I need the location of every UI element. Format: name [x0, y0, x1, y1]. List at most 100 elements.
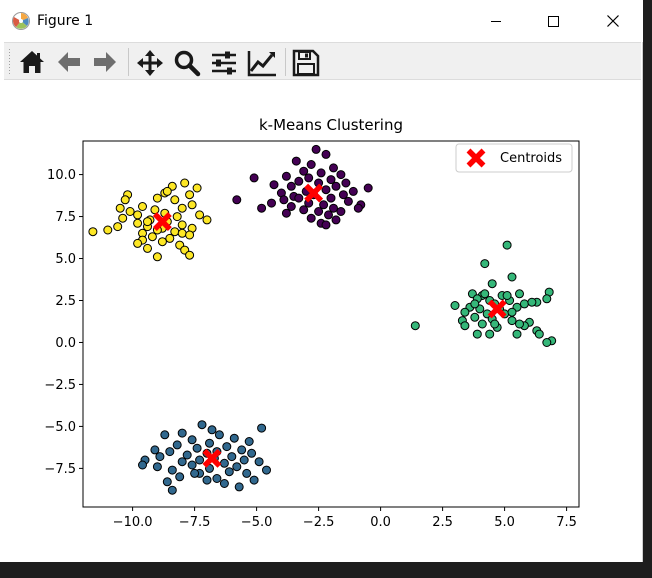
scatter-point [175, 472, 185, 482]
scatter-point [143, 217, 152, 227]
scatter-point [165, 447, 175, 457]
close-icon [607, 15, 619, 27]
scatter-point [485, 329, 495, 339]
scatter-plot[interactable]: k-Means Clustering −10.0 −7.5 −5.0 −2.5 0.0 2… [4, 80, 641, 560]
scatter-point [177, 457, 187, 467]
scatter-point [167, 465, 177, 475]
scatter-point [244, 437, 254, 446]
forward-arrow-icon [94, 52, 116, 72]
scatter-point [512, 329, 522, 339]
centroid-marker [304, 183, 324, 203]
title-bar: Figure 1 [0, 0, 643, 42]
scatter-point [329, 163, 338, 173]
scatter-point [343, 196, 353, 206]
axis-ticks: −10.0 −7.5 −5.0 −2.5 0.0 2.5 5.0 7.5 −7.5 −5.0 −2.… [44, 168, 577, 530]
scatter-point [133, 218, 143, 228]
edit-axis-button[interactable] [244, 46, 278, 78]
scatter-point [239, 455, 249, 465]
scatter-point [170, 195, 180, 205]
y-tick-label: −5.0 [44, 420, 76, 435]
scatter-point [477, 319, 487, 329]
scatter-point [321, 220, 331, 230]
scatter-point [460, 307, 470, 317]
scatter-point [152, 252, 162, 262]
scatter-point [232, 195, 242, 205]
legend-label-centroids: Centroids [500, 151, 562, 166]
scatter-point [281, 208, 291, 218]
figure-canvas[interactable]: k-Means Clustering −10.0 −7.5 −5.0 −2.5 0.0 2… [4, 80, 641, 560]
scatter-point [460, 321, 470, 331]
home-icon [20, 51, 44, 73]
scatter-point [527, 297, 537, 307]
scatter-point [172, 440, 182, 450]
toolbar-separator [285, 48, 286, 76]
scatter-point [197, 420, 207, 430]
pan-button[interactable] [133, 46, 167, 78]
matplotlib-icon [12, 12, 30, 30]
scatter-point [410, 321, 420, 331]
scatter-point [152, 193, 162, 203]
x-tick-label: 2.5 [432, 515, 453, 530]
scatter-point [319, 200, 329, 210]
x-tick-label: −5.0 [241, 515, 273, 530]
y-tick-label: 5.0 [55, 252, 76, 267]
axes-frame [82, 140, 580, 508]
save-button[interactable] [289, 46, 323, 78]
configure-subplots-button[interactable] [207, 46, 241, 78]
zoom-button[interactable] [170, 46, 204, 78]
scatter-point [247, 448, 257, 458]
scatter-point [336, 170, 346, 180]
scatter-point [470, 299, 480, 309]
scatter-point [192, 183, 202, 193]
home-button[interactable] [15, 46, 49, 78]
x-tick-label: −7.5 [179, 515, 211, 530]
scatter-point [267, 198, 276, 208]
scatter-point [281, 171, 291, 181]
scatter-point [185, 190, 195, 200]
scatter-point [214, 430, 224, 440]
back-button[interactable] [52, 46, 86, 78]
legend-box [455, 143, 573, 173]
scatter-point [326, 193, 336, 203]
minimize-button[interactable] [473, 6, 519, 36]
toolbar-grip[interactable] [8, 49, 11, 75]
scatter-point [167, 485, 177, 495]
scatter-point [120, 195, 130, 205]
scatter-point [133, 238, 143, 248]
scatter-point [534, 329, 544, 339]
maximize-button[interactable] [530, 6, 576, 36]
scatter-point [262, 465, 271, 475]
scatter-point [502, 291, 512, 300]
y-tick-label: 0.0 [55, 336, 76, 351]
close-button[interactable] [590, 6, 636, 36]
forward-button[interactable] [88, 46, 122, 78]
scatter-point [219, 458, 229, 468]
scatter-point [125, 207, 135, 216]
scatter-point [294, 176, 304, 186]
save-floppy-icon [292, 49, 320, 77]
x-tick-label: 0.0 [370, 515, 391, 530]
scatter-point [316, 168, 326, 178]
edit-axis-lines-icon [247, 51, 276, 77]
centroid-markers [152, 183, 507, 468]
scatter-point [507, 316, 517, 326]
scatter-point [269, 180, 279, 190]
back-arrow-icon [58, 52, 80, 72]
x-tick-label: 7.5 [556, 515, 577, 530]
scatter-point [304, 173, 314, 183]
zoom-magnifier-icon [174, 50, 201, 77]
scatter-point [227, 452, 237, 462]
scatter-point [205, 438, 214, 448]
scatter-point [480, 259, 490, 269]
scatter-point [542, 338, 552, 347]
scatter-point [348, 186, 358, 196]
scatter-point [207, 425, 217, 435]
scatter-point [172, 212, 182, 222]
scatter-point [515, 289, 524, 299]
scatter-point [519, 299, 529, 309]
scatter-point [507, 307, 517, 317]
scatter-point [190, 468, 200, 478]
scatter-point [150, 205, 160, 215]
scatter-point [192, 443, 202, 453]
scatter-point [249, 475, 259, 485]
